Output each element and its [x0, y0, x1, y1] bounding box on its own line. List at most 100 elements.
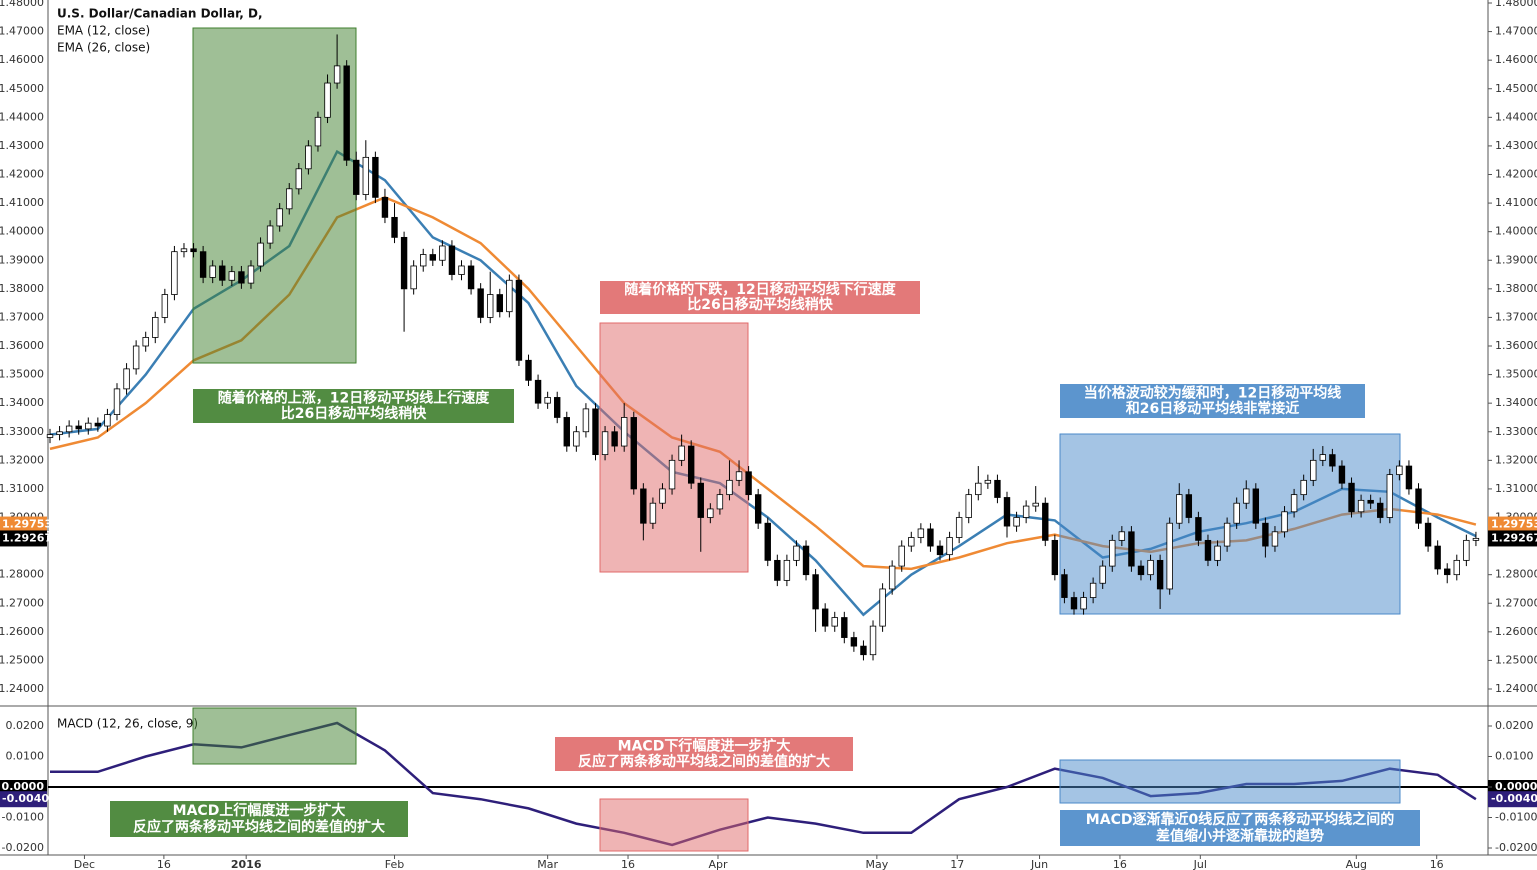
- y-tick-label: 0.0100: [1495, 750, 1534, 763]
- y-tick-label: 1.48000: [0, 0, 44, 9]
- candle-body: [410, 265, 417, 290]
- candle-body: [1262, 522, 1269, 547]
- price-tag-label: 1.29753: [1491, 518, 1537, 531]
- annotation-text: 比26日移动平均线稍快: [281, 405, 427, 422]
- candle-body: [171, 251, 178, 295]
- annotation-box: [600, 281, 920, 314]
- candle-body: [477, 288, 484, 318]
- candle-body: [1472, 537, 1480, 541]
- candle-body: [448, 245, 456, 275]
- y-tick-label: 1.44000: [0, 110, 44, 123]
- candle-body: [544, 397, 551, 404]
- y-tick-label: 1.40000: [0, 225, 44, 238]
- candle-body: [199, 251, 207, 278]
- y-tick-label: 1.46000: [1495, 53, 1537, 66]
- x-tick-label: Aug: [1346, 858, 1367, 870]
- candle-body: [984, 479, 992, 484]
- y-tick-label: -0.0100: [1495, 811, 1537, 824]
- highlight-box: [599, 322, 749, 573]
- candle-body: [372, 156, 379, 198]
- annotation-text: 和26日移动平均线非常接近: [1126, 400, 1299, 417]
- candle-body: [640, 488, 647, 524]
- candle-body: [113, 388, 121, 416]
- annotation-text: MACD上行幅度进一步扩大: [173, 802, 346, 819]
- candle-body: [467, 265, 475, 290]
- candle-body: [927, 528, 934, 547]
- candle-body: [659, 488, 666, 504]
- candle-body: [152, 317, 159, 338]
- candle-body: [1185, 494, 1193, 518]
- candle-body: [487, 294, 494, 318]
- candle-body: [142, 337, 149, 347]
- candle-body: [1013, 517, 1020, 527]
- y-tick-label: 1.43000: [1495, 139, 1537, 152]
- y-tick-label: 1.46000: [0, 53, 44, 66]
- candle-body: [1233, 502, 1240, 524]
- candle-body: [975, 482, 982, 496]
- candle-body: [898, 545, 905, 567]
- candle-body: [1367, 499, 1374, 504]
- y-tick-label: 1.32000: [0, 453, 44, 466]
- y-tick-label: 1.24000: [1495, 682, 1537, 695]
- candle-body: [286, 188, 293, 210]
- candle-body: [1070, 597, 1078, 610]
- candle-body: [190, 248, 197, 253]
- x-tick-label: Jul: [1193, 858, 1207, 870]
- x-tick-label: Feb: [385, 858, 404, 870]
- annotation-box: [110, 801, 408, 837]
- candle-body: [860, 645, 867, 656]
- y-tick-label: 1.42000: [1495, 168, 1537, 181]
- price-tag: [0, 791, 47, 808]
- candle-body: [707, 508, 714, 518]
- candle-body: [793, 545, 800, 561]
- y-tick-label: 1.38000: [0, 282, 44, 295]
- candle-body: [630, 417, 637, 490]
- y-tick-label: 1.26000: [1495, 625, 1537, 638]
- candle-body: [525, 359, 532, 381]
- chart-title: U.S. Dollar/Canadian Dollar, D,: [57, 7, 263, 21]
- candle-body: [563, 417, 570, 447]
- y-tick-label: 1.47000: [0, 25, 44, 38]
- candle-body: [1290, 494, 1298, 513]
- x-tick-label: 16: [1113, 858, 1127, 870]
- y-tick-label: -0.0200: [2, 841, 44, 854]
- y-tick-label: 1.35000: [0, 368, 44, 381]
- candle-body: [1166, 522, 1173, 590]
- y-tick-label: 1.32000: [1495, 453, 1537, 466]
- candle-body: [391, 216, 398, 238]
- y-tick-label: 1.47000: [1495, 25, 1537, 38]
- candle-body: [1147, 559, 1154, 576]
- candle-body: [1032, 502, 1039, 507]
- candle-body: [716, 494, 724, 510]
- candle-body: [400, 236, 408, 290]
- candle-body: [1042, 502, 1049, 541]
- candle-body: [1281, 511, 1288, 533]
- y-tick-label: 1.44000: [1495, 110, 1537, 123]
- candle-body: [745, 471, 752, 496]
- candle-body: [1051, 539, 1059, 576]
- candle-body: [1405, 465, 1413, 490]
- candle-body: [295, 168, 303, 190]
- price-tag: [0, 530, 47, 547]
- y-tick-label: 1.37000: [1495, 310, 1537, 323]
- legend-entry: EMA (12, close): [57, 24, 150, 38]
- candle-body: [381, 196, 389, 218]
- candle-body: [611, 431, 618, 447]
- candle-body: [132, 345, 140, 370]
- candle-body: [1109, 539, 1116, 567]
- candle-body: [429, 254, 436, 261]
- candle-body: [649, 502, 657, 524]
- annotation-text: 比26日移动平均线稍快: [687, 296, 833, 313]
- y-tick-label: 1.36000: [0, 339, 44, 352]
- candle-body: [219, 265, 226, 281]
- candle-body: [754, 494, 762, 524]
- candle-body: [1061, 574, 1068, 598]
- candle-body: [515, 279, 523, 361]
- candle-body: [75, 425, 82, 430]
- macd-title: MACD (12, 26, close, 9): [57, 717, 198, 731]
- y-tick-label: 0.0200: [1495, 719, 1534, 732]
- annotation-text: 反应了两条移动平均线之间的差值的扩大: [133, 818, 385, 835]
- y-tick-label: 1.27000: [0, 596, 44, 609]
- candle-body: [1310, 459, 1317, 481]
- candle-body: [774, 559, 781, 581]
